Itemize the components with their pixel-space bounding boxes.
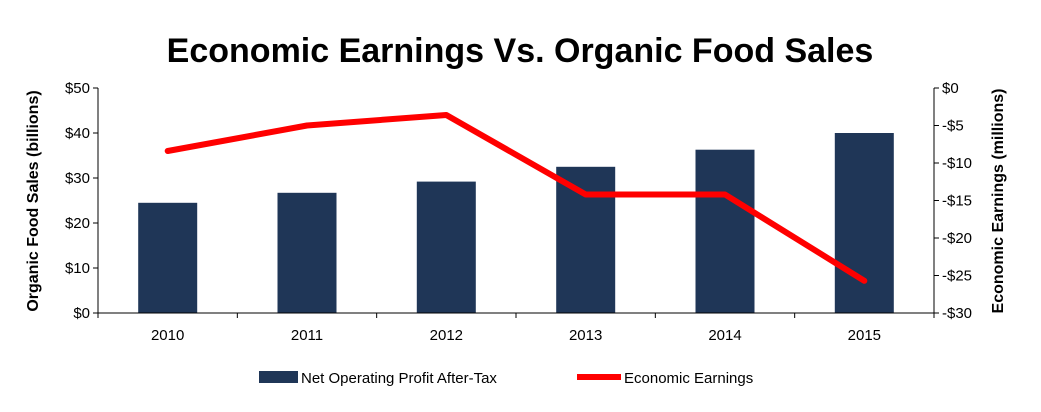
y2-tick-label: $0 bbox=[942, 80, 959, 97]
y2-axis-title: Economic Earnings (millions) bbox=[990, 89, 1007, 314]
legend-bar-swatch bbox=[259, 371, 298, 383]
x-tick-label: 2011 bbox=[291, 327, 323, 344]
y-tick-label: $20 bbox=[65, 215, 90, 232]
y-axis-title: Organic Food Sales (billions) bbox=[25, 90, 42, 311]
x-tick-label: 2014 bbox=[708, 327, 741, 344]
economic-earnings-line bbox=[164, 112, 868, 284]
bar-2014 bbox=[695, 149, 755, 313]
y2-tick-label: -$10 bbox=[942, 155, 972, 172]
chart-title: Economic Earnings Vs. Organic Food Sales bbox=[167, 32, 874, 70]
legend-bar-label: Net Operating Profit After-Tax bbox=[301, 370, 497, 387]
x-tick-label: 2015 bbox=[848, 327, 881, 344]
y-tick-label: $40 bbox=[65, 125, 90, 142]
x-tick-label: 2012 bbox=[430, 327, 463, 344]
line-point-2015 bbox=[863, 280, 865, 282]
legend-line-swatch bbox=[577, 374, 621, 380]
line-point-2013 bbox=[585, 194, 587, 195]
line-point-2010 bbox=[167, 150, 169, 152]
bar-2015 bbox=[834, 133, 894, 313]
y-tick-label: $0 bbox=[73, 305, 90, 322]
line-point-2011 bbox=[306, 125, 308, 126]
line-point-2012 bbox=[445, 114, 447, 116]
y-tick-label: $10 bbox=[65, 260, 90, 277]
legend: Net Operating Profit After-Tax Economic … bbox=[259, 370, 753, 387]
y2-tick-label: -$5 bbox=[942, 118, 964, 135]
bar-2010 bbox=[138, 202, 198, 314]
y2-tick-label: -$30 bbox=[942, 305, 972, 322]
y-tick-label: $50 bbox=[65, 80, 90, 97]
bar-2012 bbox=[416, 181, 476, 313]
line-layer bbox=[164, 112, 868, 284]
legend-line-label: Economic Earnings bbox=[624, 370, 753, 387]
bar-2013 bbox=[556, 166, 616, 314]
bars-layer bbox=[138, 133, 894, 314]
x-tick-label: 2010 bbox=[151, 327, 184, 344]
x-tick-label: 2013 bbox=[569, 327, 602, 344]
y-tick-label: $30 bbox=[65, 170, 90, 187]
bar-2011 bbox=[277, 192, 337, 313]
line-point-2014 bbox=[724, 194, 726, 195]
y2-tick-label: -$15 bbox=[942, 193, 972, 210]
axes-layer: $0 $10 $20 $30 $40 $50 -$30 -$25 -$20 -$15 -$10 -$5… bbox=[65, 80, 972, 344]
y2-tick-label: -$20 bbox=[942, 230, 972, 247]
y2-tick-label: -$25 bbox=[942, 268, 972, 285]
